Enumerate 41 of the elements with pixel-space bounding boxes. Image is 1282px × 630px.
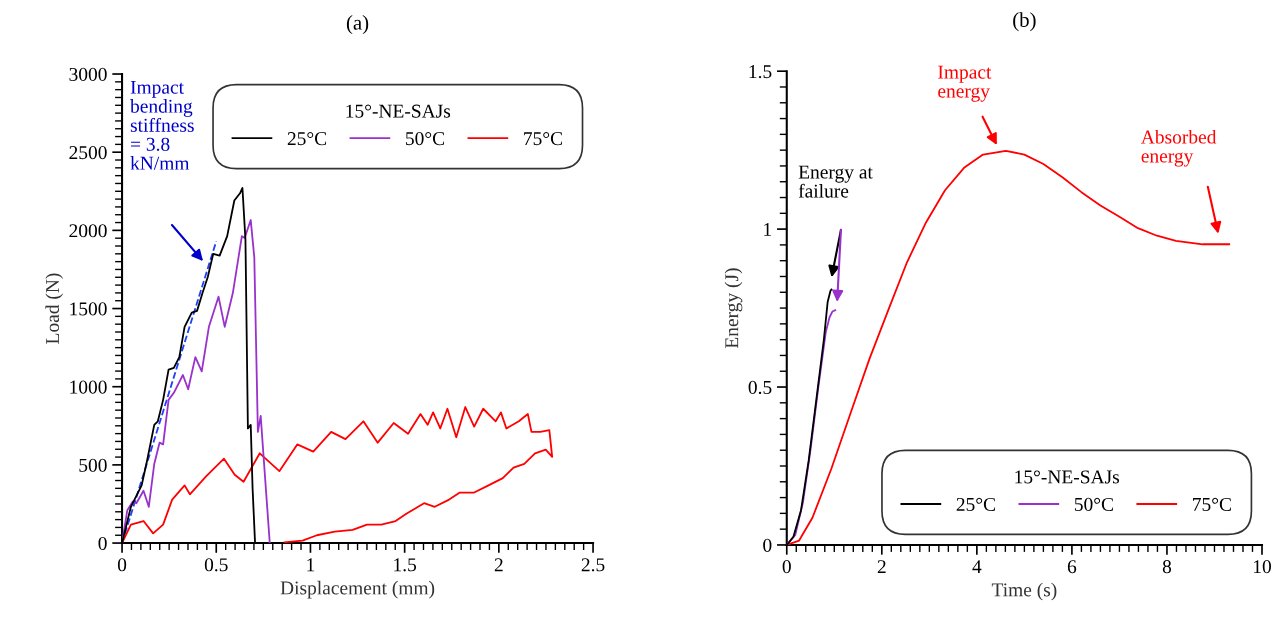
y-tick-label: 500	[79, 458, 107, 472]
legend-label: 25°C	[956, 497, 995, 511]
chart-title: (a)	[346, 15, 369, 35]
annotation: Absorbed energy	[1141, 129, 1217, 167]
chart-title: (b)	[1013, 12, 1036, 32]
x-tick-label: 8	[1162, 560, 1172, 574]
annotation: Impact energy	[938, 65, 992, 102]
legend-label: 25°C	[287, 132, 327, 146]
legend-label: 50°C	[1074, 497, 1113, 511]
legend-label: 75°C	[1193, 497, 1231, 511]
legend-title: 15°-NE-SAJs	[1015, 470, 1120, 484]
x-tick-label: 2	[877, 560, 886, 574]
y-tick-label: 0	[98, 536, 107, 550]
x-axis-title: Time (s)	[991, 582, 1057, 601]
annotation: Impact bending stiffness = 3.8 kN/mm	[130, 80, 194, 170]
x-tick-label: 10	[1253, 560, 1271, 574]
y-tick-label: 2000	[69, 224, 107, 238]
y-tick-label: 3000	[69, 67, 107, 81]
legend-label: 75°C	[524, 132, 562, 146]
x-tick-label: 2	[494, 558, 503, 572]
y-tick-label: 1000	[70, 380, 107, 394]
y-tick-label: 1500	[70, 302, 107, 316]
x-tick-label: 0.5	[204, 558, 228, 572]
y-axis-title: Energy (J)	[724, 268, 743, 349]
y-tick-label: 1.5	[749, 65, 772, 79]
x-tick-label: 0	[117, 558, 127, 572]
x-tick-label: 4	[972, 560, 982, 574]
y-tick-label: 0.5	[748, 380, 772, 395]
x-tick-label: 2.5	[581, 558, 605, 572]
x-tick-label: 6	[1067, 560, 1077, 574]
y-tick-label: 1	[764, 223, 772, 236]
x-tick-label: 0	[782, 560, 791, 574]
annotation: Energy at failure	[798, 165, 873, 198]
legend-title: 15°-NE-SAJs	[346, 104, 451, 118]
x-tick-label: 1	[307, 558, 315, 572]
x-axis-title: Displacement (mm)	[280, 580, 435, 599]
x-tick-label: 1.5	[394, 558, 417, 572]
y-axis-title: Load (N)	[45, 273, 64, 344]
y-tick-label: 2500	[69, 146, 107, 160]
y-tick-label: 0	[763, 538, 772, 552]
legend-label: 50°C	[406, 132, 445, 146]
